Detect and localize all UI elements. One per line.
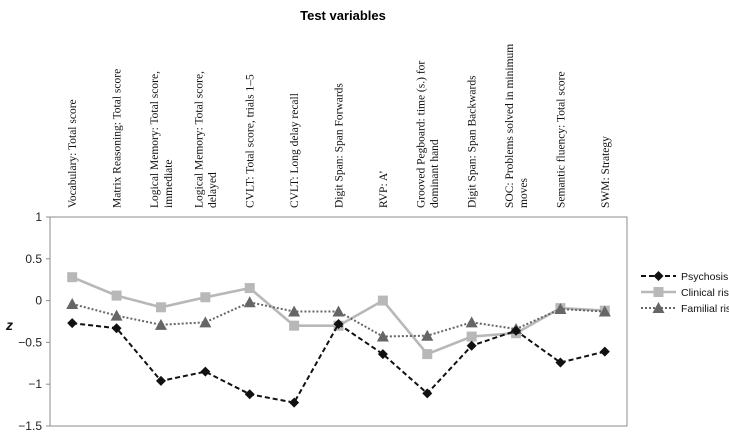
category-label: Semantic fluency: Total score (555, 71, 567, 208)
y-axis-label: z (5, 317, 13, 333)
data-point-familial-risk (110, 309, 123, 321)
category-label-line: SWM: Strategy (600, 136, 612, 208)
category-label-line: moves (518, 177, 530, 208)
data-point-clinical-risk (155, 302, 166, 313)
category-label: CVLT: Total score, trials 1–5 (245, 74, 257, 208)
series-psychosis (67, 318, 610, 408)
data-point-clinical-risk (244, 283, 255, 294)
data-point-psychosis (289, 397, 300, 408)
data-point-psychosis (599, 346, 610, 357)
data-point-familial-risk (332, 305, 345, 317)
category-label-line: CVLT: Long delay recall (289, 93, 301, 208)
data-point-familial-risk (598, 305, 611, 317)
data-point-clinical-risk (200, 292, 211, 303)
data-point-clinical-risk (289, 320, 300, 331)
category-label: Digit Span: Span Backwards (467, 75, 479, 208)
data-point-clinical-risk (377, 295, 388, 306)
data-point-psychosis (466, 340, 477, 351)
data-point-familial-risk (154, 318, 167, 330)
category-label-line: SOC: Problems solved in minimum (504, 44, 516, 208)
data-point-psychosis (155, 375, 166, 386)
category-label-line: Logical Memory: Total score, (149, 71, 161, 208)
category-label: SWM: Strategy (600, 136, 612, 208)
data-point-familial-risk (66, 297, 79, 309)
plot-area (49, 216, 628, 427)
data-point-familial-risk (376, 330, 389, 342)
y-tick-label: 0.5 (25, 252, 42, 266)
category-label-line: Semantic fluency: Total score (555, 71, 567, 208)
data-point-familial-risk (288, 305, 301, 317)
y-tick-label: −1.5 (18, 419, 42, 433)
category-label: SOC: Problems solved in minimum moves (504, 44, 530, 208)
legend-item-clinical-risk: Clinical risk (641, 287, 729, 299)
chart-title: Test variables (300, 8, 386, 23)
category-label-line: Logical Memory: Total score, (194, 71, 206, 208)
category-label-line: immediate (163, 159, 175, 208)
series-layer (66, 272, 611, 408)
y-tick-label: −1 (28, 377, 42, 391)
category-label: CVLT: Long delay recall (289, 93, 301, 208)
data-point-psychosis (422, 388, 433, 399)
data-point-familial-risk (199, 316, 212, 328)
legend-item-familial-risk: Familial risk (641, 302, 729, 315)
category-label-line: Digit Span: Span Forwards (334, 83, 346, 208)
y-tick-label: −0.5 (18, 335, 42, 349)
data-point-familial-risk (554, 302, 567, 314)
category-label: RVP: A’ (378, 170, 390, 208)
data-point-familial-risk (465, 316, 478, 328)
data-point-psychosis (111, 323, 122, 334)
legend-label: Clinical risk (681, 287, 729, 299)
data-point-clinical-risk (111, 290, 122, 301)
category-label: Logical Memory: Total score, immediate (149, 71, 175, 208)
category-label-line: Vocabulary: Total score (67, 99, 79, 208)
data-point-psychosis (333, 319, 344, 330)
y-tick-label: 1 (35, 210, 42, 224)
category-label-line: CVLT: Total score, trials 1–5 (245, 74, 257, 208)
legend: Psychosis Clinical risk Familial risk (641, 271, 729, 315)
data-point-clinical-risk (67, 272, 78, 283)
y-tick-label: 0 (35, 294, 42, 308)
data-point-psychosis (200, 366, 211, 377)
y-axis: 1 0.5 0 −0.5 −1 −1.5 (18, 210, 50, 433)
data-point-psychosis (67, 318, 78, 329)
category-label-line: Digit Span: Span Backwards (467, 75, 479, 208)
category-label-line: Grooved Pegboard: time (s.) for (415, 61, 427, 208)
data-point-familial-risk (243, 296, 256, 308)
data-point-psychosis (555, 357, 566, 368)
data-point-familial-risk (421, 329, 434, 341)
category-label: Logical Memory: Total score, delayed (194, 71, 220, 208)
category-label-line: delayed (207, 172, 219, 208)
legend-marker (653, 271, 664, 281)
category-label: Vocabulary: Total score (67, 99, 79, 208)
category-label: Digit Span: Span Forwards (334, 83, 346, 208)
legend-label: Psychosis (681, 271, 728, 283)
category-labels: Vocabulary: Total score Matrix Reasoning:… (67, 44, 612, 208)
legend-marker (652, 302, 665, 313)
data-point-psychosis (244, 389, 255, 400)
category-label: Grooved Pegboard: time (s.) for dominant … (415, 61, 441, 208)
data-point-psychosis (377, 349, 388, 360)
legend-marker (653, 287, 664, 297)
data-point-clinical-risk (422, 349, 433, 360)
category-label: Matrix Reasoning: Total score (112, 69, 124, 208)
series-line-psychosis (72, 322, 606, 404)
category-label-line: dominant hand (429, 139, 441, 208)
category-label-line: RVP: A’ (378, 170, 390, 208)
category-label-line: Matrix Reasoning: Total score (112, 69, 124, 208)
data-point-psychosis (511, 325, 522, 336)
legend-item-psychosis: Psychosis (641, 271, 728, 283)
legend-label: Familial risk (681, 303, 729, 315)
data-point-clinical-risk (466, 331, 477, 342)
